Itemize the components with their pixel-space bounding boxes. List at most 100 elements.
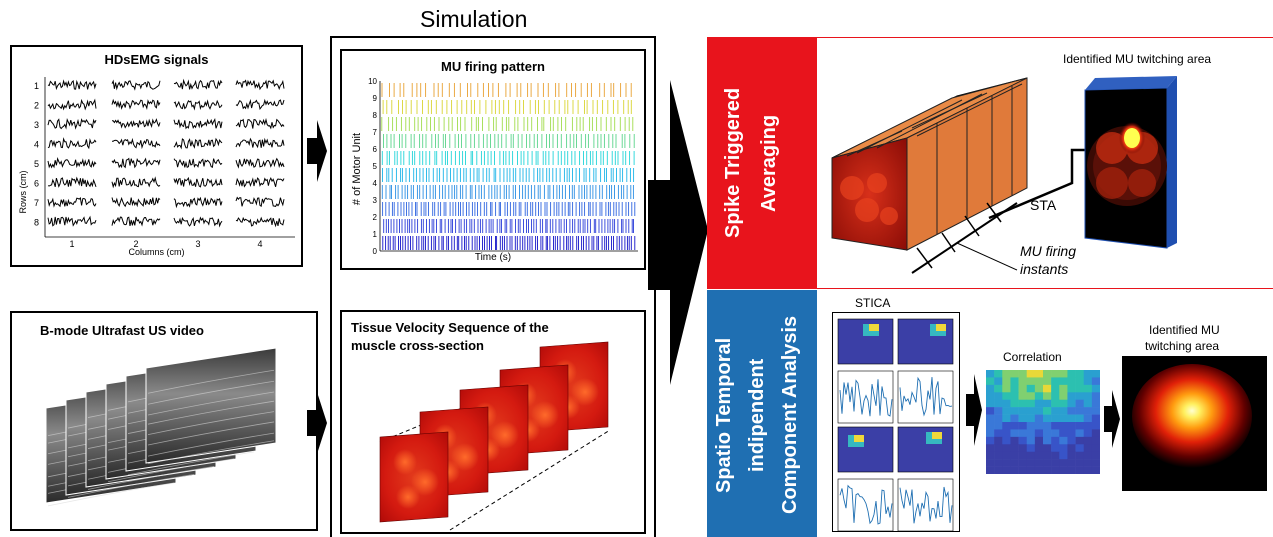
stica-identified-area-map [1122,356,1267,491]
correlation-cell [994,399,1003,408]
correlation-cell [1091,429,1100,438]
hdsemg-columns-label: Columns (cm) [128,247,185,257]
velocity-blob [531,401,559,429]
component-spatial-map [837,426,894,473]
y-tick-label: 8 [373,111,378,120]
y-tick-label: 10 [368,77,377,86]
correlation-cell [1010,422,1019,430]
correlation-cell [986,370,995,378]
correlation-cell [1043,392,1052,401]
correlation-cell [1043,459,1052,467]
correlation-cell [1067,436,1076,445]
sta-panel-label-line1: Spike Triggered [722,87,744,239]
y-tick-label: 4 [373,179,378,188]
correlation-cell [1059,399,1068,408]
correlation-cell [1067,392,1076,401]
row-tick-label: 8 [34,218,39,228]
correlation-cell [1026,444,1036,453]
mu-firing-title: MU firing pattern [441,59,545,74]
ultrasound-frame [145,347,277,464]
sta-label-bar [707,37,817,289]
stica-identified-line1: Identified MU [1149,323,1220,337]
correlation-cell [1034,370,1044,378]
emg-trace [47,117,97,130]
correlation-cell [1083,422,1093,430]
correlation-cell [994,422,1003,430]
correlation-cell [1010,436,1019,445]
dashed-guide [449,429,611,531]
bmode-title: B-mode Ultrafast US video [40,323,204,338]
sta-panel-label-line2: Averaging [758,114,780,212]
correlation-cell [1083,436,1093,445]
correlation-cell [1075,429,1085,438]
arrow-hdsemg-to-firing [307,120,327,182]
correlation-cell [1083,429,1093,438]
correlation-cell [1059,392,1068,401]
correlation-cell [1075,444,1085,453]
emg-trace [235,196,285,208]
correlation-cell [1075,451,1085,460]
correlation-label: Correlation [1003,350,1062,364]
tissue-velocity-panel: Tissue Velocity Sequence of the muscle c… [340,310,646,534]
correlation-cell [1083,414,1093,423]
correlation-cell [1051,370,1060,378]
row-tick-label: 6 [34,179,39,189]
velocity-blob [393,449,417,475]
emg-trace [47,176,97,188]
sta-identified-label: Identified MU twitching area [1063,52,1212,66]
correlation-cell [1075,414,1085,423]
correlation-cell [1043,414,1052,423]
correlation-cell [994,459,1003,467]
correlation-cell [1002,399,1011,408]
correlation-cell [1067,377,1076,386]
correlation-cell [1067,466,1076,474]
component-trace [839,484,893,525]
correlation-cell [1034,399,1044,408]
row-tick-label: 2 [34,101,39,111]
emg-trace [47,215,97,227]
correlation-cell [1067,384,1076,393]
correlation-cell [1075,392,1085,401]
correlation-cell [1059,466,1068,474]
correlation-cell [1010,451,1019,460]
emg-trace [173,99,223,111]
correlation-cell [1059,407,1068,415]
sta-illustration [831,76,1177,274]
correlation-cell [1018,407,1028,415]
hdsemg-panel: HDsEMG signals 1 2 3 4 5 6 7 8 1 2 3 4 Rows (cm) Co… [10,45,303,267]
correlation-cell [1043,407,1052,415]
correlation-cell [1010,444,1019,453]
arrow-bmode-to-tissue [307,392,327,454]
correlation-cell [986,459,995,467]
arrow-correlation-to-area [1104,390,1120,448]
correlation-map [986,370,1100,474]
correlation-cell [1059,459,1068,467]
correlation-cell [1018,377,1028,386]
correlation-cell [1075,436,1085,445]
arrow-stica-to-correlation [966,374,982,446]
component-time-course [897,370,954,424]
emg-trace [173,137,223,150]
tissue-streak [127,451,255,476]
correlation-cell [1091,377,1100,386]
emg-trace [173,158,223,169]
correlation-cell [986,451,995,460]
correlation-cell [1059,414,1068,423]
correlation-cell [1083,392,1093,401]
y-tick-label: 5 [373,162,378,171]
correlation-cell [1083,466,1093,474]
correlation-cell [1051,399,1060,408]
component-time-course [837,478,894,531]
emg-trace [111,176,161,189]
correlation-cell [1043,429,1052,438]
emg-trace [111,98,161,110]
bmode-panel: B-mode Ultrafast US video [10,311,318,531]
correlation-cell [1018,370,1028,378]
correlation-cell [1075,377,1085,386]
correlation-cell [986,436,995,445]
emg-trace [47,79,97,91]
correlation-cell [1043,466,1052,474]
stica-components-grid [837,318,954,531]
correlation-cell [1018,429,1028,438]
hdsemg-title: HDsEMG signals [104,52,209,67]
